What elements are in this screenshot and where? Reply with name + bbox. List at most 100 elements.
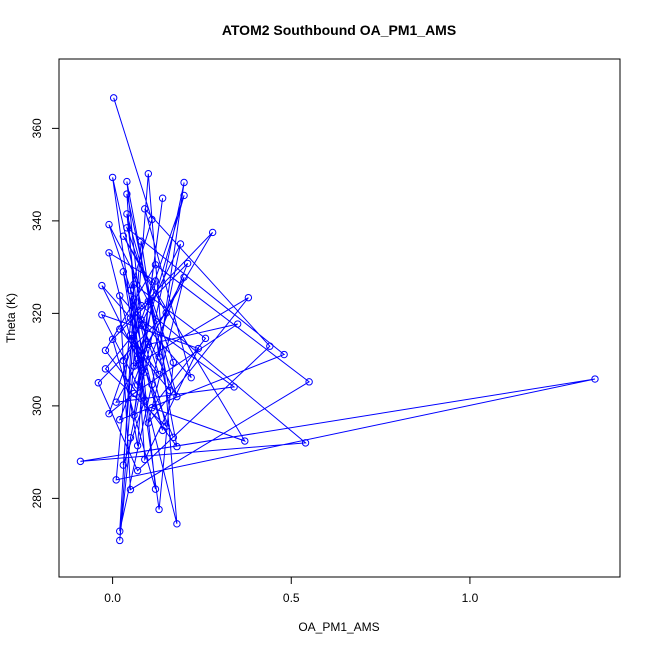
data-point — [233, 320, 242, 328]
data-point — [158, 194, 167, 202]
x-axis-label: OA_PM1_AMS — [298, 620, 379, 634]
data-point — [137, 301, 145, 310]
data-point — [126, 434, 135, 442]
data-point — [183, 259, 192, 268]
data-point — [105, 249, 113, 257]
y-axis: 280 300 320 340 360 — [30, 118, 59, 508]
data-point — [123, 210, 131, 218]
data-point — [112, 398, 120, 406]
data-point — [98, 311, 106, 319]
data-point — [305, 378, 313, 386]
data-point — [116, 325, 124, 333]
data-point — [173, 392, 181, 401]
data-point — [155, 353, 163, 361]
data-point — [130, 362, 138, 370]
plot-frame — [58, 58, 621, 578]
data-point — [169, 358, 178, 367]
data-point — [208, 228, 217, 237]
data-point — [133, 355, 142, 363]
data-point — [144, 297, 153, 306]
y-tick-label: 340 — [30, 211, 44, 231]
data-point — [123, 177, 131, 186]
data-point — [137, 321, 145, 329]
data-point — [108, 173, 117, 182]
x-axis: 0.0 0.5 1.0 — [104, 577, 479, 605]
data-point — [141, 368, 149, 376]
data-point — [116, 527, 124, 535]
data-point — [105, 410, 113, 418]
data-point — [155, 370, 163, 379]
data-point — [116, 292, 124, 300]
data-point — [126, 331, 135, 339]
data-point — [130, 280, 138, 288]
data-point — [123, 224, 131, 232]
data-point — [155, 505, 163, 514]
series-layer — [76, 94, 599, 545]
data-point — [130, 411, 138, 419]
x-tick-label: 0.5 — [283, 591, 300, 605]
data-point — [148, 215, 156, 224]
data-point — [109, 94, 118, 102]
data-point — [162, 309, 170, 317]
data-point — [148, 380, 156, 389]
data-point — [116, 536, 124, 545]
data-point — [169, 433, 178, 442]
data-point — [176, 240, 185, 248]
data-point — [126, 485, 135, 494]
data-point — [137, 316, 145, 324]
y-axis-label: Theta (K) — [4, 293, 18, 343]
data-point — [98, 281, 106, 290]
data-point — [166, 386, 174, 395]
data-point — [119, 356, 128, 365]
data-point — [301, 439, 310, 447]
data-point — [141, 205, 149, 213]
data-point — [112, 476, 120, 484]
data-point — [151, 261, 160, 269]
data-point — [201, 334, 210, 343]
data-point — [116, 416, 124, 424]
data-point — [162, 422, 170, 430]
data-point — [194, 344, 203, 353]
data-point — [151, 277, 160, 285]
y-tick-label: 320 — [30, 303, 44, 323]
data-point — [241, 437, 249, 445]
y-tick-label: 280 — [30, 488, 44, 508]
data-point — [101, 365, 110, 373]
data-point — [266, 342, 274, 350]
data-point — [108, 335, 117, 343]
data-point — [173, 520, 181, 528]
y-tick-label: 360 — [30, 118, 44, 138]
data-point — [105, 220, 113, 229]
data-point — [133, 441, 142, 450]
data-point — [130, 389, 138, 398]
data-point — [123, 190, 131, 198]
data-point — [144, 340, 153, 349]
data-point — [76, 457, 85, 466]
data-point — [144, 170, 153, 178]
data-point — [180, 273, 188, 281]
data-point — [126, 286, 135, 294]
y-tick-label: 300 — [30, 396, 44, 416]
data-point — [141, 455, 149, 464]
data-point — [230, 383, 238, 391]
data-point — [180, 191, 188, 200]
chart-title: ATOM2 Southbound OA_PM1_AMS — [222, 22, 456, 38]
data-point — [141, 396, 149, 404]
data-point — [180, 178, 188, 187]
data-point — [133, 466, 142, 475]
data-point — [119, 268, 128, 276]
data-point — [101, 346, 110, 355]
x-tick-label: 0.0 — [104, 591, 121, 605]
data-point — [137, 237, 145, 245]
data-point — [591, 375, 599, 383]
data-point — [173, 442, 181, 451]
data-point — [244, 293, 253, 302]
series-line — [80, 97, 596, 541]
data-point — [130, 295, 138, 303]
data-point — [94, 379, 103, 387]
data-point — [148, 404, 156, 412]
data-point — [280, 350, 288, 359]
data-point — [151, 485, 160, 493]
data-point — [119, 232, 128, 240]
